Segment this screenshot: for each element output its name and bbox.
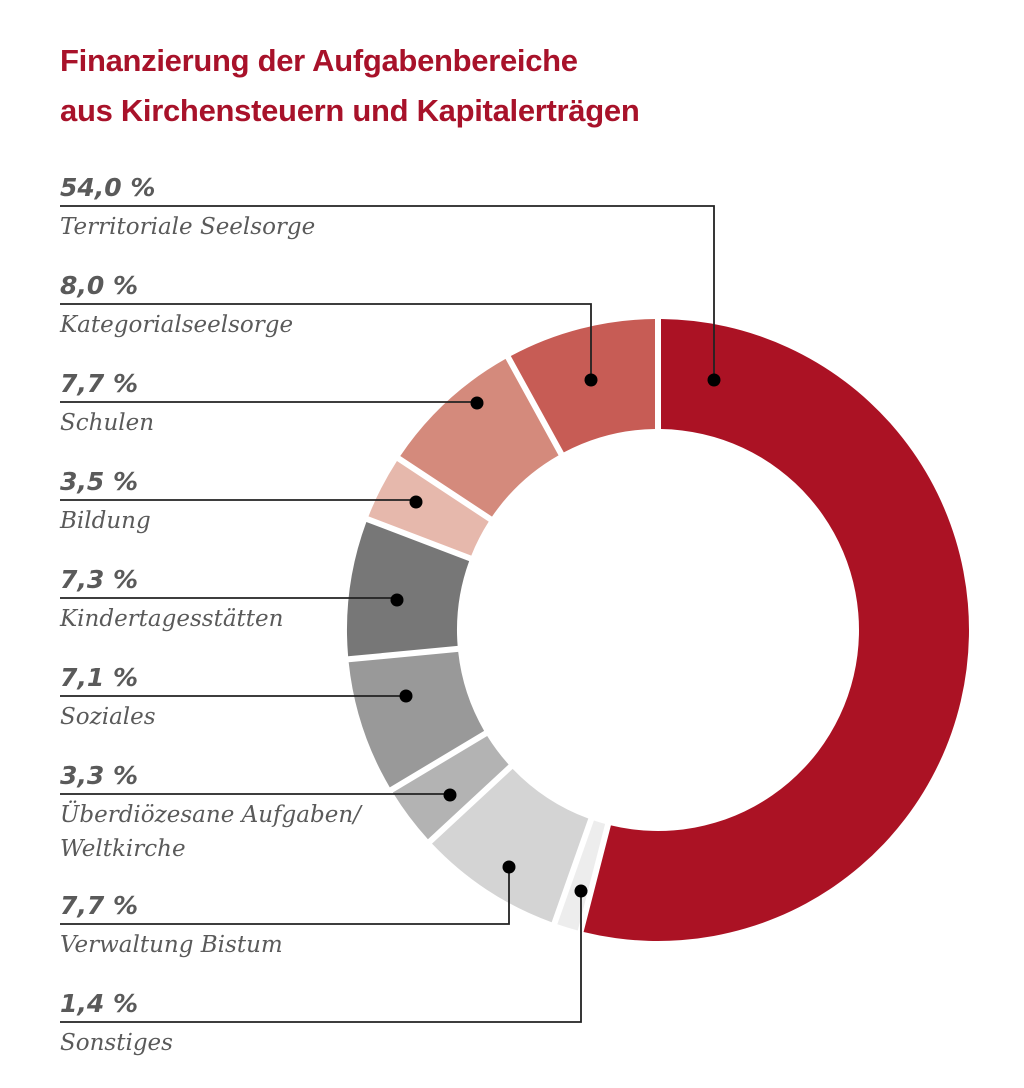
- slice-territoriale-seelsorge: [583, 319, 970, 941]
- slice-ueberdioezesane-aufgaben-weltkirche: [392, 735, 509, 840]
- label-sonstiges: 1,4 % Sonstiges: [60, 884, 588, 1056]
- slice-schulen: [400, 358, 559, 517]
- chart-title: Finanzierung der Aufgabenbereiche aus Ki…: [60, 36, 640, 136]
- leader-dot: [502, 860, 516, 874]
- leader-line: [60, 303, 592, 380]
- slice-value-label: 1,4 %: [60, 989, 138, 1018]
- label-verwaltung-bistum: 7,7 % Verwaltung Bistum: [60, 860, 516, 958]
- slice-value-label: 7,7 %: [60, 891, 138, 920]
- slice-bildung: [368, 460, 489, 556]
- slice-name-label: Schulen: [60, 410, 154, 436]
- leader-dot: [584, 373, 598, 387]
- leader-dot: [574, 884, 588, 898]
- slice-kategorialseelsorge: [510, 319, 656, 453]
- leader-dot: [707, 373, 721, 387]
- chart-title-line-1: Finanzierung der Aufgabenbereiche: [60, 43, 578, 78]
- slice-name-label: Kindertagesstätten: [59, 606, 283, 632]
- label-kindertagesstaetten: 7,3 % Kindertagesstätten: [59, 565, 404, 632]
- slice-value-label: 8,0 %: [60, 271, 138, 300]
- slice-labels: 54,0 % Territoriale Seelsorge 8,0 % Kategor…: [59, 173, 721, 1056]
- leader-dot: [399, 689, 413, 703]
- slice-name-label: Kategorialseelsorge: [59, 312, 293, 338]
- slice-name-label: Sonstiges: [60, 1030, 173, 1056]
- leader-dot: [390, 593, 404, 607]
- slice-value-label: 7,7 %: [60, 369, 138, 398]
- slice-value-label: 3,3 %: [60, 761, 138, 790]
- slice-soziales: [348, 651, 485, 788]
- label-territoriale-seelsorge: 54,0 % Territoriale Seelsorge: [60, 173, 721, 387]
- donut-slices: [347, 319, 970, 941]
- slice-sonstiges: [557, 820, 606, 931]
- label-soziales: 7,1 % Soziales: [60, 663, 413, 730]
- slice-name-label: Verwaltung Bistum: [60, 932, 283, 958]
- leader-line: [60, 867, 510, 925]
- leader-dot: [470, 396, 484, 410]
- slice-verwaltung-bistum: [432, 768, 589, 923]
- label-ueberdioezesane-aufgaben-weltkirche: 3,3 % Überdiözesane Aufgaben/Weltkirche: [60, 761, 457, 862]
- slice-value-label: 54,0 %: [60, 173, 155, 202]
- leader-dot: [409, 495, 423, 509]
- label-schulen: 7,7 % Schulen: [60, 369, 484, 436]
- leader-dot: [443, 788, 457, 802]
- slice-kindertagesstaetten: [347, 521, 470, 657]
- slice-value-label: 7,1 %: [60, 663, 138, 692]
- slice-value-label: 3,5 %: [60, 467, 138, 496]
- slice-name-label: Überdiözesane Aufgaben/: [60, 801, 363, 828]
- leader-line: [60, 205, 715, 380]
- slice-value-label: 7,3 %: [60, 565, 138, 594]
- leader-line: [60, 891, 582, 1023]
- slice-name-label: Weltkirche: [60, 836, 186, 862]
- chart-title-line-2: aus Kirchensteuern und Kapitalerträgen: [60, 93, 640, 128]
- slice-name-label: Soziales: [60, 704, 156, 730]
- label-bildung: 3,5 % Bildung: [59, 467, 423, 534]
- slice-name-label: Territoriale Seelsorge: [60, 214, 315, 240]
- label-kategorialseelsorge: 8,0 % Kategorialseelsorge: [59, 271, 598, 387]
- slice-name-label: Bildung: [59, 508, 151, 534]
